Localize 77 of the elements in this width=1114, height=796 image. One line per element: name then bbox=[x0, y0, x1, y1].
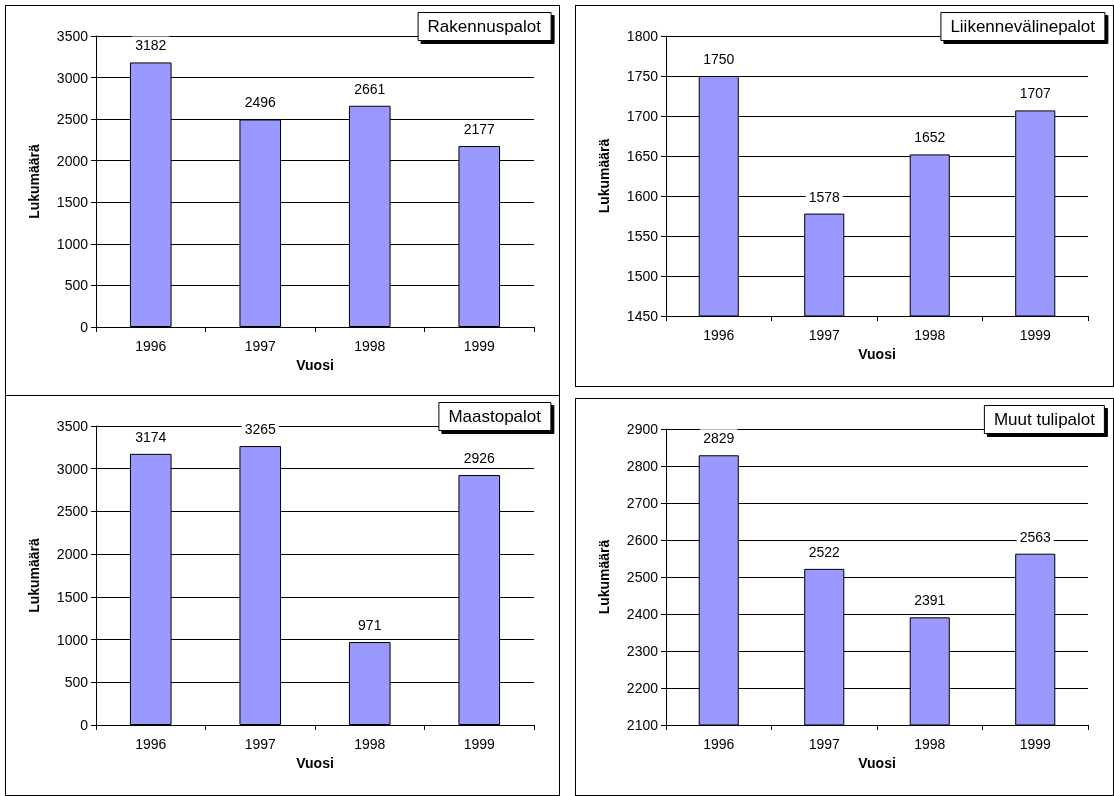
x-tick-label: 1999 bbox=[463, 736, 496, 752]
data-label: 2522 bbox=[808, 543, 841, 560]
data-label: 2496 bbox=[244, 94, 277, 111]
data-label: 3174 bbox=[135, 428, 167, 445]
x-tick-label: 1996 bbox=[135, 338, 167, 354]
x-tick-label: 1997 bbox=[808, 327, 841, 343]
y-tick-label: 500 bbox=[64, 674, 89, 691]
x-tick-label: 1999 bbox=[463, 338, 496, 354]
y-tick-label: 2200 bbox=[626, 680, 659, 696]
data-label: 2391 bbox=[914, 592, 946, 609]
x-tick-label: 1997 bbox=[244, 736, 277, 752]
data-label: 2829 bbox=[703, 430, 735, 447]
x-axis-title: Vuosi bbox=[858, 345, 896, 362]
x-axis-title: Vuosi bbox=[296, 754, 334, 771]
y-tick-label: 1700 bbox=[626, 108, 659, 124]
data-label: 2563 bbox=[1019, 528, 1052, 545]
data-label: 2177 bbox=[463, 121, 496, 137]
y-tick-label: 2000 bbox=[56, 546, 89, 563]
x-tick-label: 1996 bbox=[703, 736, 735, 752]
y-tick-label: 0 bbox=[80, 717, 89, 733]
y-tick-label: 1800 bbox=[626, 28, 659, 44]
y-tick-label: 2500 bbox=[56, 503, 89, 520]
data-label: 1578 bbox=[808, 188, 841, 205]
data-label: 1652 bbox=[914, 129, 946, 146]
y-tick-label: 3000 bbox=[56, 69, 89, 86]
y-tick-label: 2500 bbox=[56, 111, 89, 128]
y-tick-label: 2500 bbox=[626, 569, 659, 585]
data-label: 2661 bbox=[354, 80, 386, 97]
y-tick-label: 2300 bbox=[626, 643, 659, 659]
y-tick-label: 2400 bbox=[626, 606, 659, 622]
y-axis-title: Lukumäärä bbox=[26, 537, 42, 613]
x-tick-label: 1999 bbox=[1019, 327, 1052, 343]
y-tick-label: 1000 bbox=[56, 631, 89, 648]
y-tick-label: 2000 bbox=[56, 152, 89, 169]
chart-title: Maastopalot bbox=[448, 407, 542, 426]
x-tick-label: 1998 bbox=[914, 327, 946, 343]
chart-title: Muut tulipalot bbox=[993, 410, 1096, 429]
y-tick-label: 1000 bbox=[56, 235, 89, 252]
data-label: 1750 bbox=[703, 51, 735, 67]
y-tick-label: 3500 bbox=[56, 28, 89, 44]
x-tick-label: 1996 bbox=[703, 327, 735, 343]
x-tick-label: 1998 bbox=[914, 736, 946, 752]
y-tick-label: 1500 bbox=[56, 588, 89, 605]
y-tick-label: 0 bbox=[80, 319, 89, 335]
y-tick-label: 1500 bbox=[56, 194, 89, 211]
y-tick-label: 3000 bbox=[56, 460, 89, 477]
data-label: 3182 bbox=[135, 37, 167, 54]
y-tick-label: 2100 bbox=[626, 717, 659, 733]
y-tick-label: 2800 bbox=[626, 458, 659, 474]
y-axis-title: Lukumäärä bbox=[596, 539, 612, 615]
y-tick-label: 1650 bbox=[626, 148, 659, 164]
x-tick-label: 1999 bbox=[1019, 736, 1052, 752]
x-tick-label: 1996 bbox=[135, 736, 167, 752]
data-label: 2926 bbox=[463, 450, 496, 467]
data-label: 3265 bbox=[244, 421, 277, 438]
y-axis-title: Lukumäärä bbox=[26, 143, 42, 219]
data-label: 1707 bbox=[1019, 85, 1052, 102]
y-tick-label: 2700 bbox=[626, 495, 659, 511]
y-tick-label: 3500 bbox=[56, 418, 89, 434]
x-tick-label: 1998 bbox=[354, 338, 386, 354]
x-tick-label: 1997 bbox=[244, 338, 277, 354]
y-tick-label: 1750 bbox=[626, 68, 659, 84]
data-label: 971 bbox=[358, 617, 382, 634]
x-tick-label: 1997 bbox=[808, 736, 841, 752]
y-tick-label: 1450 bbox=[626, 308, 659, 324]
y-tick-label: 1500 bbox=[626, 268, 659, 284]
x-axis-title: Vuosi bbox=[858, 754, 896, 771]
chart-title: Liikennevälinepalot bbox=[950, 17, 1096, 36]
y-tick-label: 2900 bbox=[626, 421, 659, 437]
y-axis-title: Lukumäärä bbox=[596, 138, 612, 214]
y-tick-label: 1600 bbox=[626, 188, 659, 204]
chart-title: Rakennuspalot bbox=[427, 17, 542, 36]
y-tick-label: 2600 bbox=[626, 532, 659, 548]
y-tick-label: 1550 bbox=[626, 228, 659, 244]
x-tick-label: 1998 bbox=[354, 736, 386, 752]
x-axis-title: Vuosi bbox=[296, 356, 334, 373]
y-tick-label: 500 bbox=[64, 277, 89, 294]
